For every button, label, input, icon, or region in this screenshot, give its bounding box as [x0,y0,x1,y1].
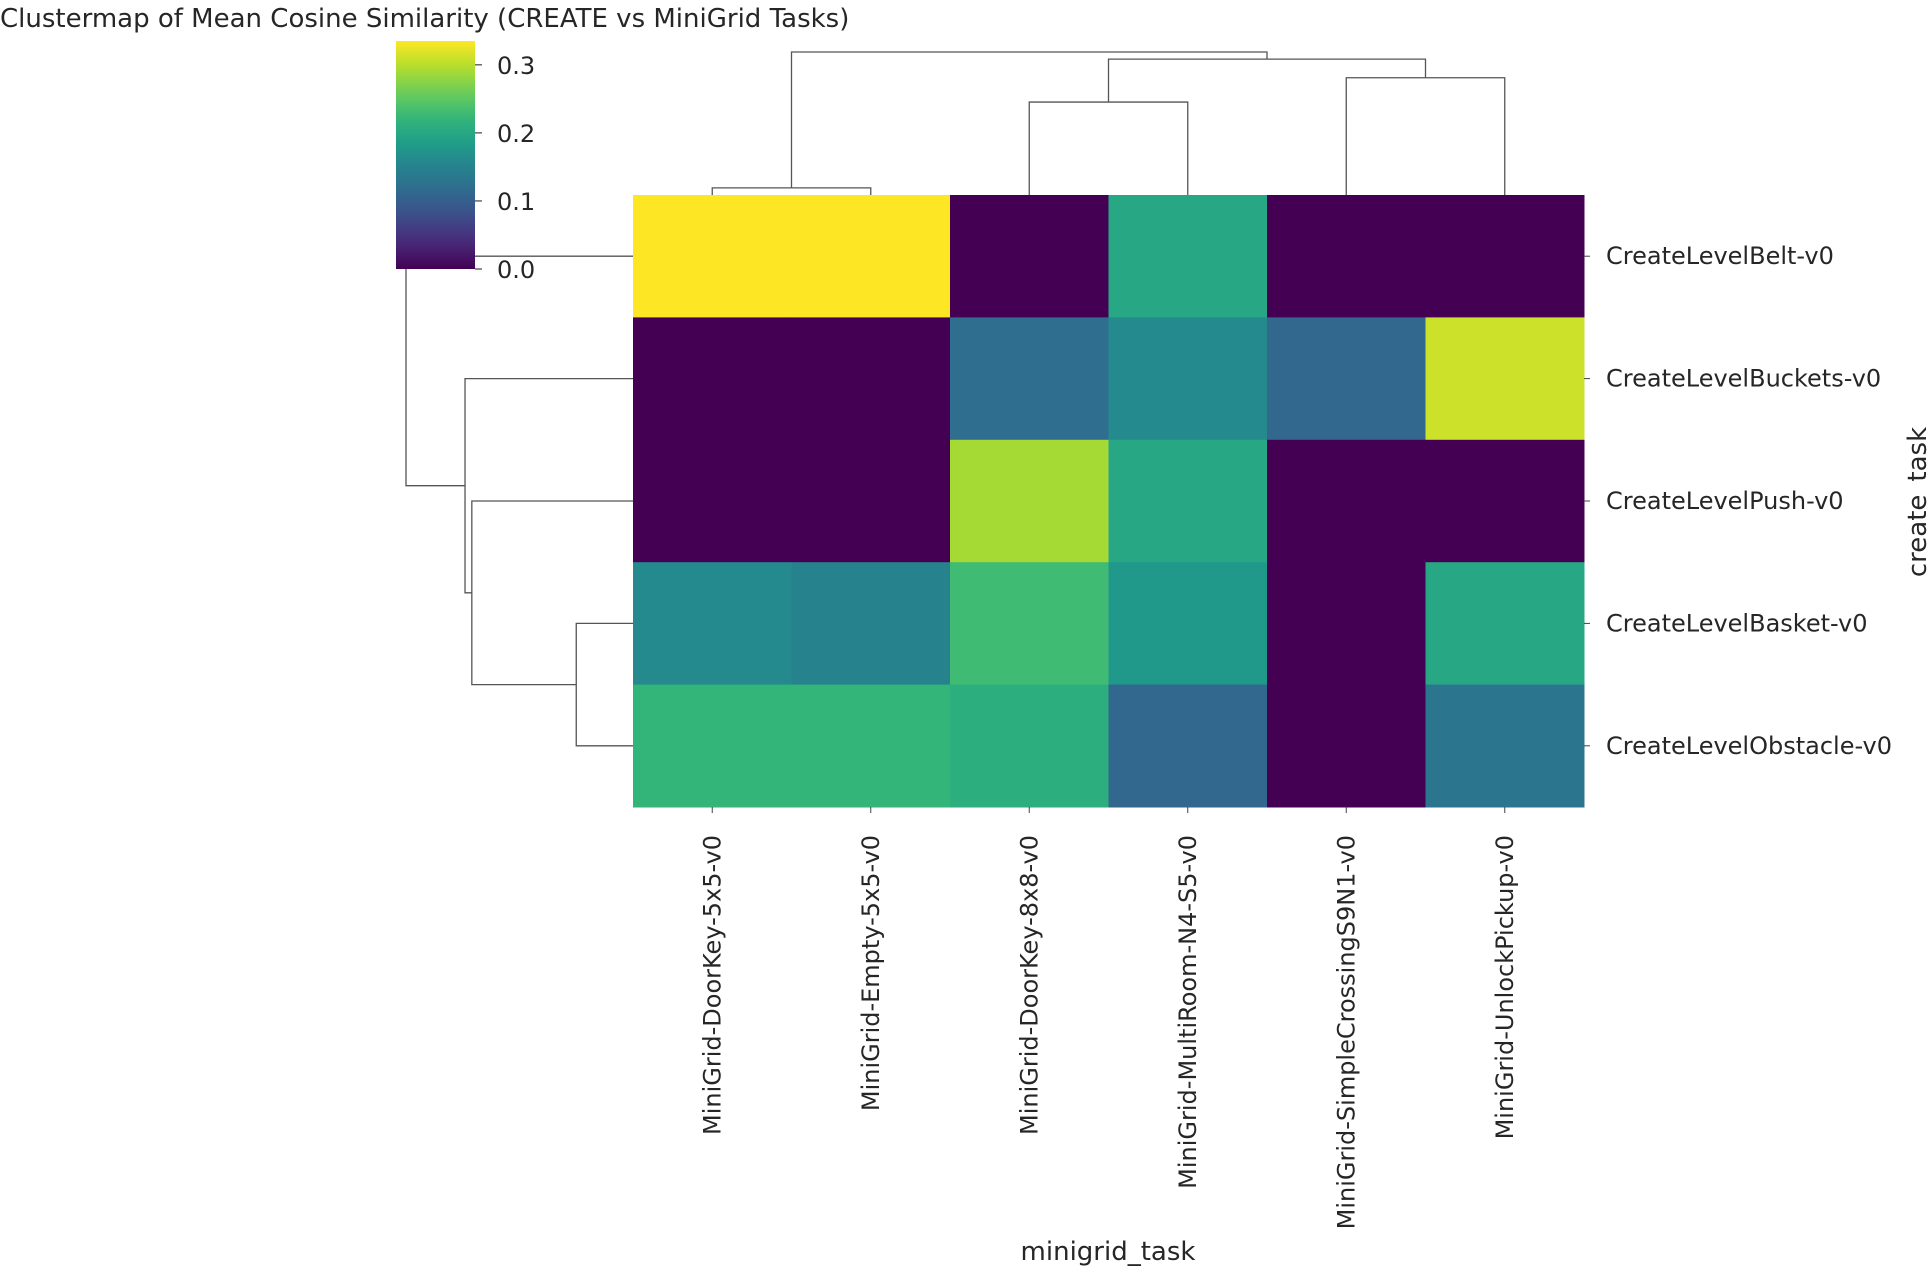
heatmap-cell [1425,439,1585,563]
heatmap-cell [791,195,951,318]
heatmap-cell [950,439,1109,563]
colorbar-gradient [396,41,475,269]
heatmap-cell [1108,684,1268,808]
x-tick-label: MiniGrid-Empty-5x5-v0 [857,835,885,1111]
x-tick-label: MiniGrid-SimpleCrossingS9N1-v0 [1332,835,1360,1229]
x-tick-label: MiniGrid-MultiRoom-N4-S5-v0 [1174,835,1202,1189]
y-tick-label: CreateLevelPush-v0 [1606,487,1844,515]
x-tick-label: MiniGrid-UnlockPickup-v0 [1491,835,1519,1139]
heatmap-cell [633,684,792,808]
y-tick-label: CreateLevelBasket-v0 [1606,609,1867,637]
col-dendrogram-link [1028,101,1189,195]
heatmap-cell [633,317,792,441]
row-dendrogram-link [464,377,633,594]
col-dendrogram-link [790,51,1268,188]
x-axis-label: minigrid_task [1021,1237,1196,1267]
chart-title: Clustermap of Mean Cosine Similarity (CR… [0,4,849,34]
y-tick-label: CreateLevelObstacle-v0 [1606,732,1892,760]
row-dendrogram-link [575,622,633,747]
heatmap-cell [950,684,1109,808]
heatmap-cells [633,195,1585,808]
heatmap-cell [1108,317,1268,441]
heatmap-cell [950,562,1109,686]
y-tick-label: CreateLevelBuckets-v0 [1606,365,1881,393]
heatmap-cell [1267,317,1426,441]
col-dendrogram-link [1345,77,1506,195]
heatmap-cell [791,562,951,686]
row-dendrogram-link [471,500,633,686]
col-dendrogram-link [1107,58,1427,103]
x-tick-label: MiniGrid-DoorKey-5x5-v0 [698,835,726,1135]
heatmap-cell [633,562,792,686]
heatmap-cell [1267,195,1426,318]
heatmap-cell [1108,195,1268,318]
colorbar-tick-label: 0.3 [497,52,535,80]
heatmap-cell [1108,562,1268,686]
colorbar: 0.0 0.1 0.2 0.3 [396,41,535,284]
col-dendrogram-link [711,187,872,195]
heatmap-cell [1267,562,1426,686]
heatmap-cell [633,195,792,318]
x-tick-labels: MiniGrid-DoorKey-5x5-v0 MiniGrid-Empty-5x… [698,807,1519,1229]
heatmap-cell [950,195,1109,318]
heatmap-cell [1425,317,1585,441]
heatmap-cell [791,317,951,441]
colorbar-tick-label: 0.2 [497,120,535,148]
heatmap-cell [791,439,951,563]
heatmap-cell [1267,684,1426,808]
x-tick-label: MiniGrid-DoorKey-8x8-v0 [1015,835,1043,1135]
y-tick-labels: CreateLevelBelt-v0 CreateLevelBuckets-v0 C… [1584,242,1892,760]
row-dendrogram-link [405,255,633,487]
y-tick-label: CreateLevelBelt-v0 [1606,242,1834,270]
heatmap-cell [1425,562,1585,686]
y-axis-label: create_task [1903,427,1930,577]
heatmap-cell [1267,439,1426,563]
column-dendrogram [711,51,1506,195]
colorbar-tick-label: 0.1 [497,188,535,216]
heatmap-cell [950,317,1109,441]
heatmap-cell [1425,195,1585,318]
heatmap-cell [633,439,792,563]
heatmap-cell [791,684,951,808]
heatmap-cell [1108,439,1268,563]
row-dendrogram [405,255,633,747]
colorbar-tick-label: 0.0 [497,256,535,284]
heatmap-cell [1425,684,1585,808]
